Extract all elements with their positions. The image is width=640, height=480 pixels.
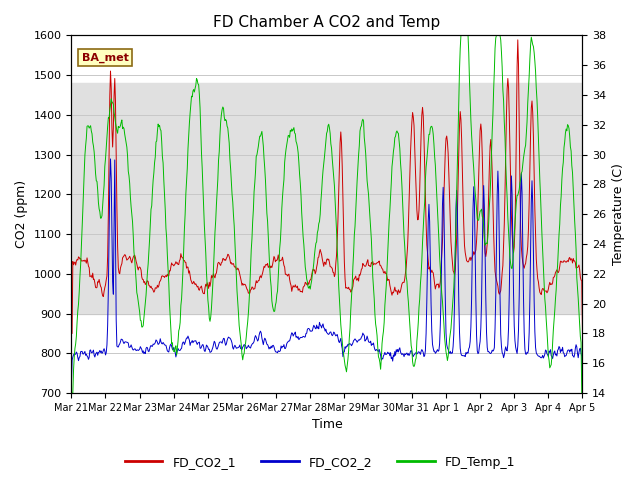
Y-axis label: Temperature (C): Temperature (C): [612, 163, 625, 265]
Text: BA_met: BA_met: [82, 52, 129, 63]
Y-axis label: CO2 (ppm): CO2 (ppm): [15, 180, 28, 248]
Legend: FD_CO2_1, FD_CO2_2, FD_Temp_1: FD_CO2_1, FD_CO2_2, FD_Temp_1: [120, 451, 520, 474]
Title: FD Chamber A CO2 and Temp: FD Chamber A CO2 and Temp: [213, 15, 440, 30]
X-axis label: Time: Time: [312, 419, 342, 432]
Bar: [72, 83, 582, 313]
